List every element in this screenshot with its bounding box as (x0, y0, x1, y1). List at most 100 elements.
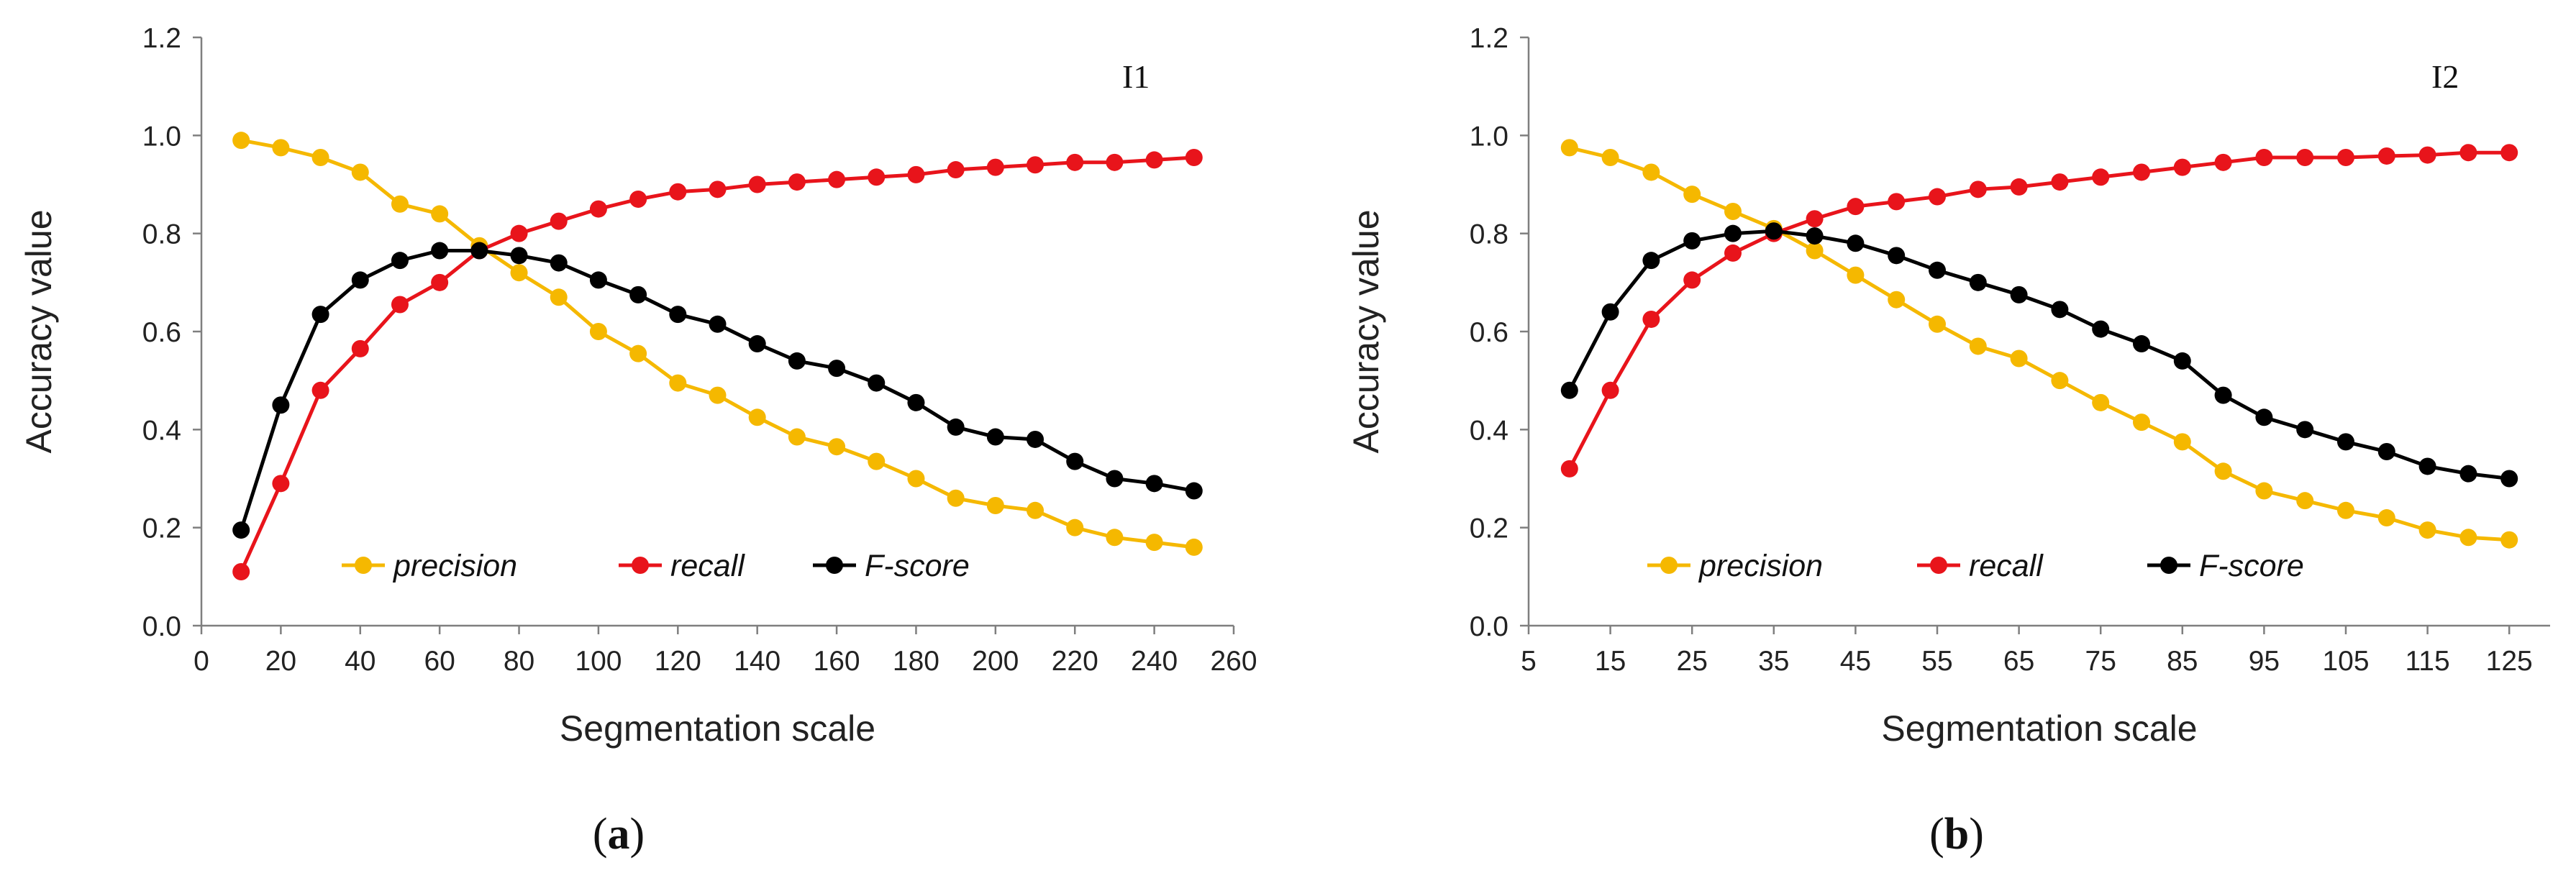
data-point-f-score (2296, 421, 2314, 439)
data-point-precision (1560, 139, 1578, 157)
x-tick-label: 160 (814, 646, 860, 677)
data-point-precision (1642, 163, 1660, 181)
data-point-f-score (1929, 261, 1946, 279)
data-point-recall (1969, 181, 1987, 198)
data-point-f-score (629, 286, 647, 303)
legend-marker-recall (632, 557, 649, 574)
data-point-f-score (828, 360, 846, 378)
data-point-recall (1027, 156, 1044, 174)
data-point-precision (986, 496, 1004, 514)
data-point-f-score (2337, 433, 2354, 451)
data-point-f-score (1601, 303, 1619, 321)
data-point-recall (2051, 173, 2069, 191)
data-point-precision (1185, 538, 1203, 556)
data-point-recall (2459, 144, 2477, 162)
data-point-precision (2214, 462, 2232, 480)
data-point-recall (550, 212, 568, 230)
data-point-f-score (2010, 286, 2028, 303)
data-point-f-score (2377, 443, 2395, 461)
panel-caption: (b) (1929, 810, 1984, 859)
x-tick-label: 120 (655, 646, 701, 677)
x-axis-title: Segmentation scale (1881, 708, 2197, 749)
caption-letter: b (1944, 810, 1969, 859)
data-point-f-score (1027, 430, 1044, 448)
chart-panel-a: 0.0 0.2 0.4 0.6 0.8 1.0 1.2 0 20 40 60 80 100 120 140 1… (19, 23, 1257, 859)
data-point-recall (589, 200, 607, 218)
chart-panel-b: 0.0 0.2 0.4 0.6 0.8 1.0 1.2 5 15 25 35 45 55 65 75 85 95… (1346, 23, 2550, 859)
x-tick-label: 100 (575, 646, 622, 677)
panel-label: I1 (1122, 58, 1150, 95)
data-point-recall (351, 339, 369, 357)
data-point-precision (1066, 519, 1084, 536)
caption-letter: a (608, 810, 630, 859)
data-point-recall (669, 183, 687, 201)
data-point-precision (2500, 531, 2518, 549)
panel-caption: (a) (593, 810, 645, 859)
y-tick-label: 0.2 (142, 513, 181, 544)
y-tick-label: 0.0 (1470, 611, 1508, 642)
data-point-recall (232, 563, 250, 581)
y-tick-label: 1.2 (1470, 23, 1508, 54)
data-point-f-score (947, 418, 965, 436)
data-point-precision (2133, 414, 2150, 431)
data-point-f-score (311, 306, 329, 324)
y-tick-label: 0.8 (1470, 219, 1508, 250)
data-point-precision (1027, 501, 1044, 519)
legend-marker-f-score (2160, 557, 2177, 574)
data-point-recall (2010, 178, 2028, 196)
data-point-recall (431, 273, 449, 291)
x-tick-label: 35 (1758, 646, 1789, 677)
x-tick-label: 60 (424, 646, 455, 677)
data-point-f-score (232, 521, 250, 539)
series-recall (1560, 144, 2518, 478)
data-point-precision (788, 428, 806, 446)
data-point-precision (1929, 315, 1946, 333)
data-point-f-score (589, 271, 607, 289)
data-point-f-score (1847, 234, 1865, 252)
y-tick-label: 0.6 (1470, 317, 1508, 348)
data-point-precision (510, 264, 528, 282)
data-point-precision (907, 470, 925, 488)
data-point-precision (669, 374, 687, 392)
data-point-precision (272, 139, 290, 157)
series-line-precision (1569, 145, 2510, 542)
data-point-recall (629, 190, 647, 208)
legend-label-precision: precision (1698, 549, 1823, 583)
data-point-precision (1601, 149, 1619, 167)
data-point-f-score (1560, 381, 1578, 399)
data-point-precision (2010, 350, 2028, 367)
y-tick-label: 1.2 (142, 23, 181, 54)
data-point-recall (868, 168, 886, 186)
data-point-f-score (391, 252, 409, 270)
x-tick-label: 15 (1595, 646, 1626, 677)
y-axis-title: Accuracy value (1346, 209, 1386, 453)
data-point-precision (2255, 482, 2273, 500)
data-point-f-score (709, 315, 727, 333)
data-point-precision (2337, 501, 2354, 519)
x-tick-label: 180 (893, 646, 939, 677)
data-point-precision (2418, 521, 2436, 539)
x-tick-label: 260 (1210, 646, 1257, 677)
legend-marker-precision (1660, 557, 1678, 574)
data-point-recall (2418, 146, 2436, 164)
legend-marker-recall (1930, 557, 1947, 574)
legend-label-precision: precision (392, 549, 517, 583)
x-tick-label: 115 (2406, 646, 2450, 677)
data-point-f-score (2500, 470, 2518, 488)
series-line-precision (240, 138, 1195, 549)
data-point-recall (828, 170, 846, 188)
x-tick-label: 95 (2249, 646, 2280, 677)
x-tick-label: 85 (2167, 646, 2198, 677)
data-point-recall (1066, 153, 1084, 171)
data-point-recall (1560, 460, 1578, 478)
data-point-recall (2173, 158, 2191, 176)
data-point-f-score (1969, 273, 1987, 291)
data-point-f-score (2214, 386, 2232, 404)
data-point-recall (1601, 381, 1619, 399)
caption-open-paren: ( (593, 810, 608, 859)
data-point-precision (947, 489, 965, 507)
data-point-precision (1888, 291, 1906, 309)
x-tick-label: 25 (1677, 646, 1708, 677)
data-point-f-score (1145, 475, 1163, 493)
y-tick-label: 1.0 (1470, 121, 1508, 152)
